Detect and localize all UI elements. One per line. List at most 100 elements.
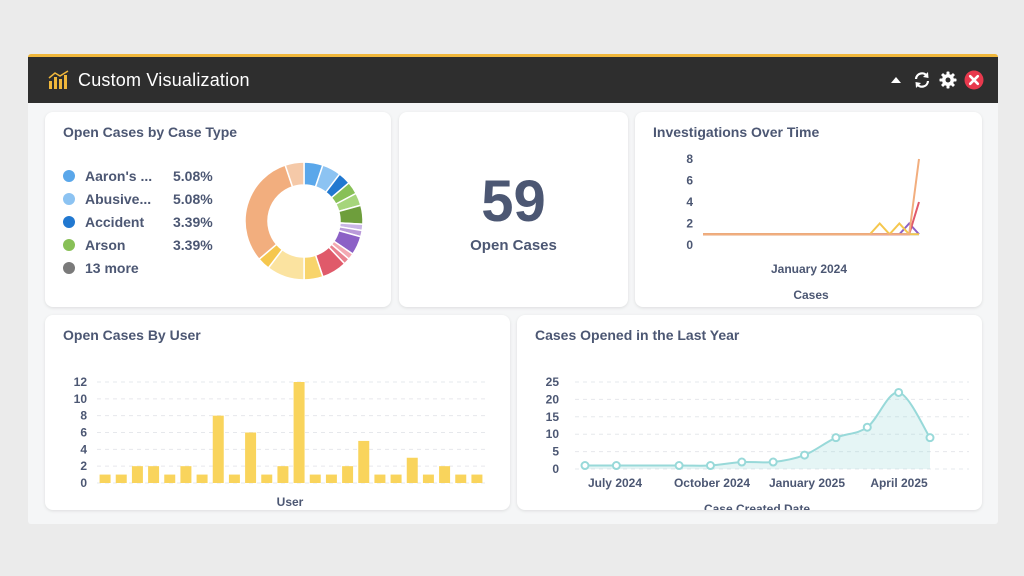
- donut-slice: [284, 161, 305, 188]
- y-tick-label: 4: [686, 195, 693, 209]
- bar: [115, 474, 127, 483]
- open-cases-card: 59 Open Cases: [399, 112, 628, 307]
- bar: [293, 382, 305, 483]
- bar: [261, 474, 273, 483]
- data-point: [831, 433, 841, 443]
- window-controls: [886, 70, 984, 90]
- collapse-arrow-icon[interactable]: [886, 70, 906, 90]
- by-user-card: Open Cases By User 0 2 4 6 8 10 12 User: [45, 315, 510, 510]
- case-type-card: Open Cases by Case Type Aaron's ... 5.08…: [45, 112, 391, 307]
- y-tick-label: 15: [546, 410, 560, 424]
- data-point: [705, 461, 715, 471]
- x-tick-label: January 2025: [769, 476, 845, 490]
- bar: [358, 440, 370, 483]
- y-tick-label: 6: [80, 426, 87, 440]
- by-user-bar-chart: 0 2 4 6 8 10 12 User: [74, 375, 485, 509]
- data-point: [611, 461, 621, 471]
- bar: [422, 474, 434, 483]
- bar: [228, 474, 240, 483]
- legend-label: Accident: [85, 213, 145, 230]
- bar: [455, 474, 467, 483]
- legend-dot: [63, 192, 75, 205]
- refresh-icon[interactable]: [912, 70, 932, 90]
- legend-percent: 3.39%: [173, 213, 213, 230]
- data-point: [737, 457, 747, 467]
- close-icon[interactable]: [964, 70, 984, 90]
- data-point: [862, 422, 872, 432]
- bar: [180, 466, 192, 483]
- line-series: [703, 222, 920, 236]
- bar: [471, 474, 483, 483]
- y-tick-label: 2: [80, 459, 87, 473]
- legend-item[interactable]: Aaron's ... 5.08%: [63, 164, 233, 187]
- visualization-window: Custom Visualization: [28, 54, 998, 524]
- investigations-card-title: Investigations Over Time: [653, 124, 820, 140]
- investigations-line-chart: 0 2 4 6 8 January 2024 Cases: [686, 152, 920, 302]
- x-axis-label: User: [277, 495, 304, 509]
- y-tick-label: 5: [552, 445, 559, 459]
- x-tick-label: April 2025: [870, 476, 928, 490]
- data-point: [894, 387, 904, 397]
- legend-label: Arson: [85, 236, 126, 253]
- legend-label: Aaron's ...: [85, 167, 153, 184]
- line-series: [703, 201, 920, 236]
- legend-percent: 3.39%: [173, 236, 213, 253]
- legend-item[interactable]: Accident 3.39%: [63, 210, 233, 233]
- investigations-card: Investigations Over Time 0 2 4 6 8 January 20…: [635, 112, 982, 307]
- x-axis-label: Cases: [793, 288, 829, 302]
- last-year-area-chart: 0 5 10 15 20 25 July 2024 October 2024 January 2…: [546, 375, 969, 510]
- bar: [164, 474, 176, 483]
- line-series: [703, 158, 920, 236]
- data-point: [580, 461, 590, 471]
- by-user-card-title: Open Cases By User: [63, 327, 201, 343]
- y-tick-label: 4: [80, 442, 87, 456]
- y-tick-label: 8: [686, 152, 693, 166]
- window-titlebar: Custom Visualization: [28, 57, 998, 103]
- legend-label: 13 more: [85, 259, 139, 276]
- y-tick-label: 0: [686, 238, 693, 252]
- data-point: [925, 433, 935, 443]
- y-tick-label: 12: [74, 375, 88, 389]
- y-tick-label: 25: [546, 375, 560, 389]
- bar: [277, 466, 289, 483]
- legend-dot: [63, 169, 75, 182]
- legend-dot: [63, 215, 75, 228]
- data-point: [800, 450, 810, 460]
- legend-item[interactable]: Abusive... 5.08%: [63, 187, 233, 210]
- line-series: [703, 222, 919, 236]
- y-tick-label: 2: [686, 217, 693, 231]
- data-point: [674, 461, 684, 471]
- settings-gear-icon[interactable]: [938, 70, 958, 90]
- case-type-legend: Aaron's ... 5.08% Abusive... 5.08% Accid…: [63, 164, 233, 279]
- legend-percent: 5.08%: [173, 190, 213, 207]
- bar: [309, 474, 321, 483]
- y-tick-label: 8: [80, 409, 87, 423]
- x-tick-label: January 2024: [771, 262, 847, 276]
- y-tick-label: 10: [546, 427, 560, 441]
- data-point: [768, 457, 778, 467]
- case-type-card-title: Open Cases by Case Type: [63, 124, 238, 140]
- bar: [390, 474, 402, 483]
- bar: [99, 474, 111, 483]
- bar-chart-logo-icon: [48, 70, 69, 89]
- bar: [131, 466, 143, 483]
- legend-more-item[interactable]: 13 more: [63, 256, 233, 279]
- legend-item[interactable]: Arson 3.39%: [63, 233, 233, 256]
- y-tick-label: 0: [80, 476, 87, 490]
- bar: [439, 466, 451, 483]
- y-tick-label: 6: [686, 174, 693, 188]
- bar: [196, 474, 208, 483]
- last-year-card-title: Cases Opened in the Last Year: [535, 327, 740, 343]
- legend-dot: [63, 238, 75, 251]
- y-tick-label: 0: [552, 462, 559, 476]
- window-title: Custom Visualization: [78, 69, 250, 90]
- x-axis-label: Case Created Date: [704, 502, 810, 510]
- bar: [245, 432, 257, 483]
- area-fill: [585, 392, 930, 469]
- donut-slice: [244, 164, 294, 261]
- y-tick-label: 20: [546, 392, 560, 406]
- y-tick-label: 10: [74, 392, 88, 406]
- bar: [148, 466, 160, 483]
- open-cases-value: 59: [481, 169, 546, 234]
- x-tick-label: October 2024: [674, 476, 750, 490]
